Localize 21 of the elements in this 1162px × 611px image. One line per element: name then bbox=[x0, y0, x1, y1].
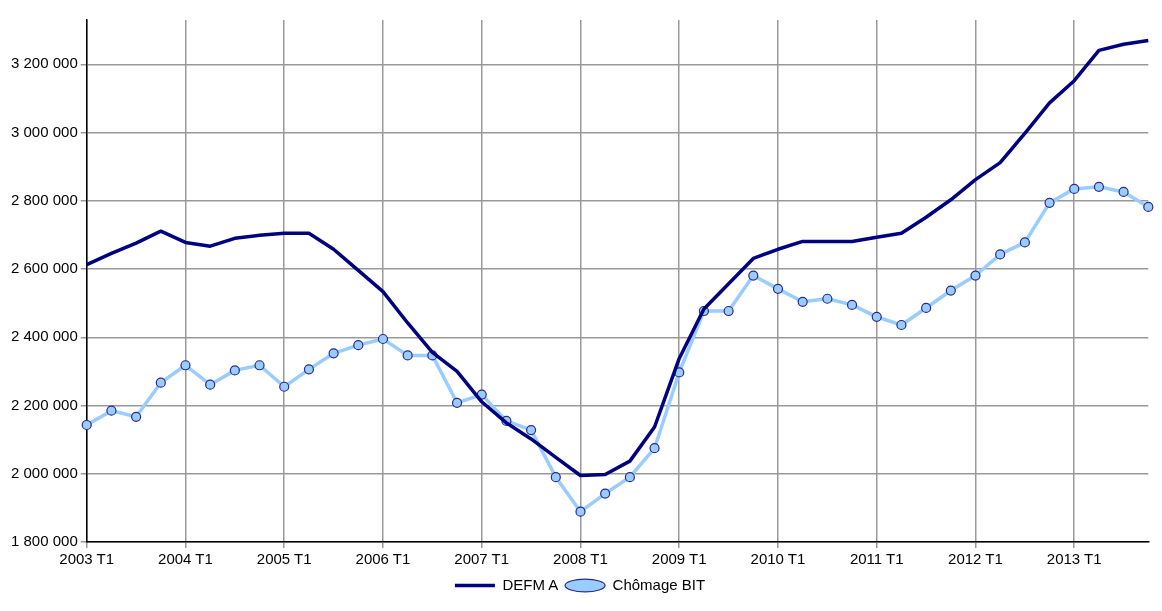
x-tick-label: 2008 T1 bbox=[553, 550, 608, 568]
x-tick-label: 2007 T1 bbox=[454, 550, 510, 568]
y-tick-label: 3 000 000 bbox=[11, 122, 78, 140]
x-tick-label: 2004 T1 bbox=[158, 550, 213, 568]
x-tick-label: 2012 T1 bbox=[948, 550, 1003, 568]
x-tick-label: 2006 T1 bbox=[355, 550, 411, 568]
y-tick-label: 2 400 000 bbox=[11, 327, 78, 345]
x-tick-label: 2005 T1 bbox=[256, 550, 312, 568]
y-tick-label: 1 800 000 bbox=[11, 532, 78, 550]
x-tick-label: 2009 T1 bbox=[651, 550, 707, 568]
y-tick-label: 3 200 000 bbox=[11, 54, 78, 72]
legend-label: DEFM A bbox=[502, 575, 559, 593]
y-tick-label: 2 200 000 bbox=[11, 395, 78, 413]
x-tick-label: 2011 T1 bbox=[849, 550, 904, 568]
y-tick-label: 2 600 000 bbox=[11, 259, 78, 277]
x-tick-label: 2010 T1 bbox=[750, 550, 806, 568]
legend-label: Chômage BIT bbox=[612, 575, 706, 593]
y-tick-label: 2 000 000 bbox=[11, 463, 78, 481]
x-tick-label: 2003 T1 bbox=[59, 550, 115, 568]
y-tick-label: 2 800 000 bbox=[11, 190, 78, 208]
x-tick-label: 2013 T1 bbox=[1046, 550, 1102, 568]
